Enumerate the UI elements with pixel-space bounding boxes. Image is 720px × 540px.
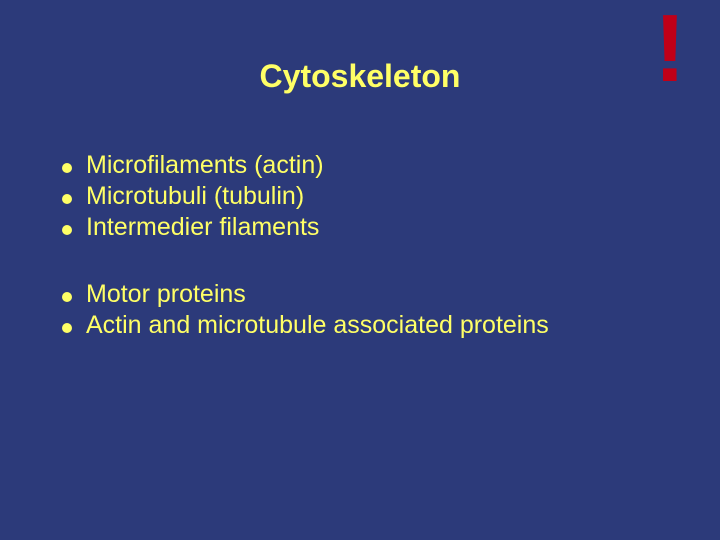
list-item-text: Microtubuli (tubulin) [86, 182, 660, 211]
bullet-group-1: Microfilaments (actin) Microtubuli (tubu… [60, 151, 660, 242]
slide-title: Cytoskeleton [60, 58, 660, 95]
list-item: Motor proteins [60, 280, 660, 309]
list-item: Intermedier filaments [60, 213, 660, 242]
list-item: Actin and microtubule associated protein… [60, 311, 660, 340]
bullet-icon [60, 222, 86, 240]
bullet-icon [60, 160, 86, 178]
bullet-icon [60, 191, 86, 209]
slide: Cytoskeleton ! Microfilaments (actin) Mi… [0, 0, 720, 540]
exclamation-icon: ! [654, 6, 686, 92]
list-item-text: Intermedier filaments [86, 213, 660, 242]
list-item-text: Microfilaments (actin) [86, 151, 660, 180]
list-item-text: Actin and microtubule associated protein… [86, 311, 660, 340]
bullet-icon [60, 289, 86, 307]
list-item: Microfilaments (actin) [60, 151, 660, 180]
list-item-text: Motor proteins [86, 280, 660, 309]
bullet-icon [60, 320, 86, 338]
bullet-group-2: Motor proteins Actin and microtubule ass… [60, 280, 660, 340]
list-item: Microtubuli (tubulin) [60, 182, 660, 211]
